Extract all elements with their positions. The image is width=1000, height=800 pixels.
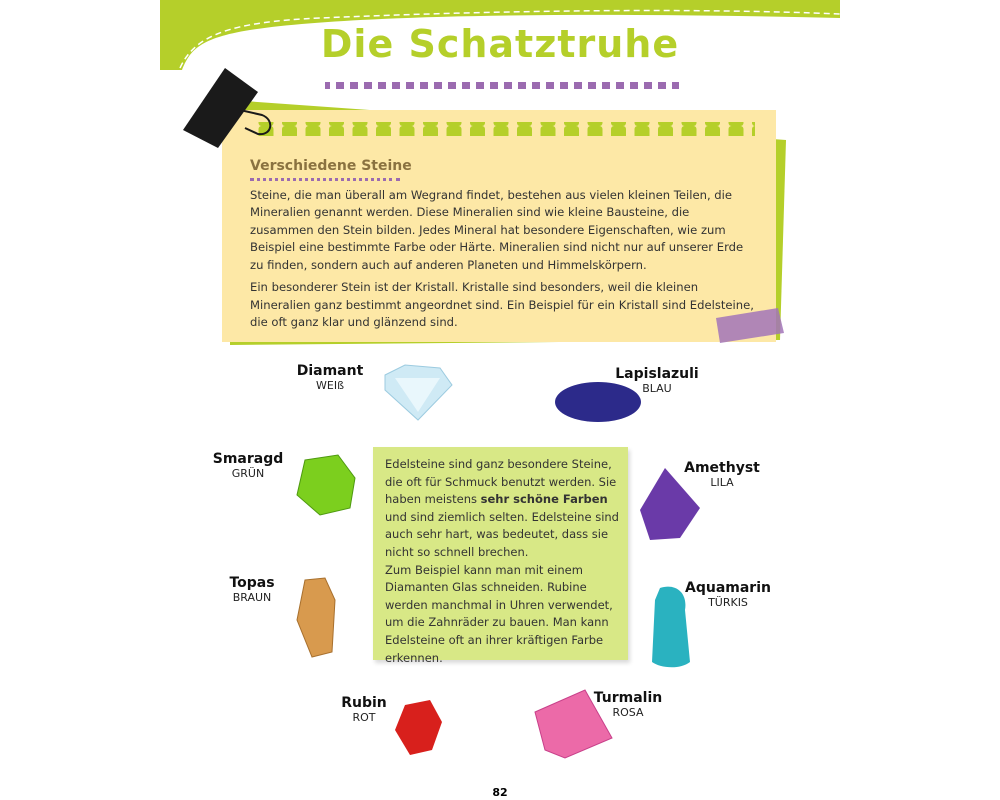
binder-clip-icon — [183, 68, 272, 148]
aquamarine-gem-icon — [652, 586, 690, 668]
gem-label-aquamarin: Aquamarin TÜRKIS — [678, 580, 778, 609]
gem-name: Amethyst — [684, 460, 760, 476]
gem-color: ROT — [352, 711, 376, 724]
intro-heading: Verschiedene Steine — [250, 158, 412, 174]
gem-name: Rubin — [341, 695, 387, 711]
gem-color: BRAUN — [232, 591, 272, 604]
gem-name: Smaragd — [212, 451, 284, 467]
note-text-3: Zum Beispiel kann man mit einem Diaman­t… — [385, 562, 613, 665]
intro-paragraph-1: Steine, die man überall am Wegrand finde… — [250, 187, 744, 272]
note-text-2: und sind ziemlich selten. Edelsteine sin… — [385, 509, 619, 559]
gem-name: Lapislazuli — [615, 366, 699, 382]
gem-label-rubin: Rubin ROT — [324, 695, 404, 724]
note-text-1: Edelsteine sind ganz besondere Steine, d… — [385, 457, 617, 507]
binder-holes — [255, 122, 755, 136]
gem-label-topas: Topas BRAUN — [212, 575, 292, 604]
heading-underline — [250, 177, 400, 181]
ruby-gem-icon — [395, 700, 442, 755]
gem-color: GRÜN — [231, 467, 265, 480]
gem-color: WEIß — [316, 379, 344, 392]
amethyst-gem-icon — [640, 468, 700, 540]
gem-label-turmalin: Turmalin ROSA — [583, 690, 673, 719]
tourmaline-gem-icon — [534, 689, 613, 759]
gem-color: ROSA — [612, 706, 644, 719]
topaz-gem-icon — [296, 577, 336, 658]
gem-label-lapislazuli: Lapislazuli BLAU — [607, 366, 707, 395]
page-number: 82 — [492, 786, 508, 799]
intro-card — [222, 110, 776, 342]
intro-text: Verschiedene Steine Steine, die man über… — [250, 158, 755, 337]
gem-name: Topas — [229, 575, 275, 591]
gem-label-amethyst: Amethyst LILA — [677, 460, 767, 489]
lapis-gem-icon — [555, 382, 641, 422]
note-text: Edelsteine sind ganz besondere Steine, d… — [385, 456, 620, 667]
gem-color: BLAU — [642, 382, 672, 395]
sticky-note — [373, 447, 628, 660]
gem-name: Aquamarin — [685, 580, 771, 596]
gem-color: TÜRKIS — [708, 596, 748, 609]
gem-label-diamant: Diamant WEIß — [290, 363, 370, 392]
title-underline-dots — [325, 82, 679, 89]
emerald-gem-icon — [296, 454, 356, 516]
page-title: Die Schatztruhe — [320, 22, 680, 66]
gem-name: Turmalin — [593, 690, 663, 706]
gem-name: Diamant — [296, 363, 364, 379]
note-bold: sehr schöne Farben — [480, 492, 608, 507]
tape — [716, 308, 784, 343]
diamond-gem-icon — [384, 364, 453, 421]
gem-color: LILA — [710, 476, 734, 489]
intro-paragraph-2: Ein besonderer Stein ist der Kristall. K… — [250, 280, 754, 329]
gem-label-smaragd: Smaragd GRÜN — [208, 451, 288, 480]
